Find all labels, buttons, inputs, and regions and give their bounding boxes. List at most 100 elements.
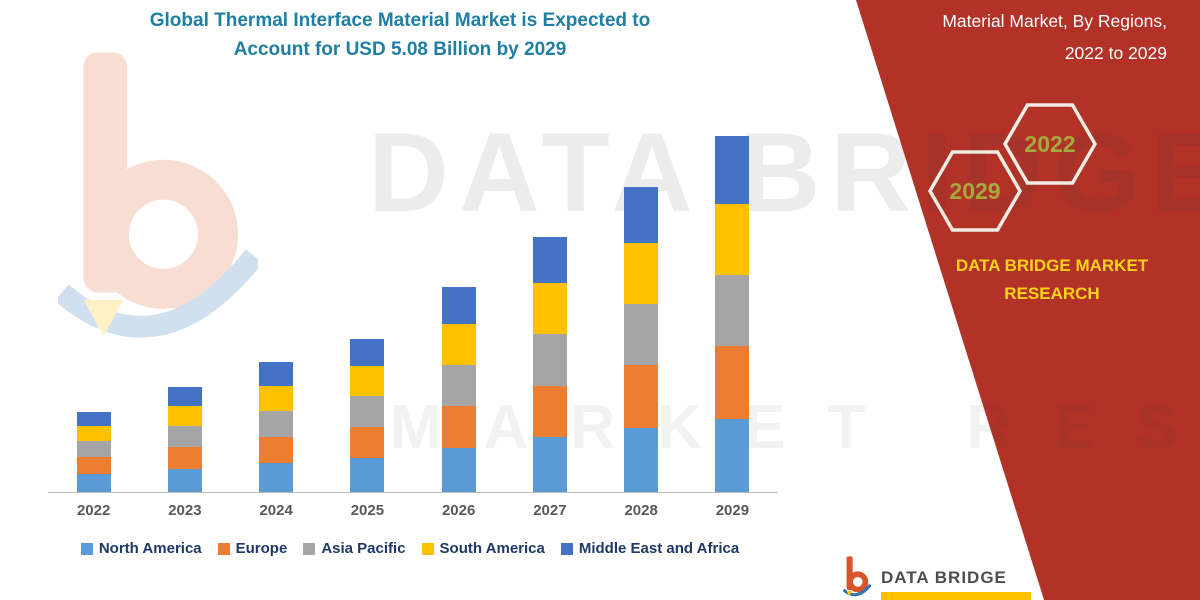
bar-segment-2029-asia-pacific bbox=[715, 275, 750, 347]
chart-title: Global Thermal Interface Material Market… bbox=[90, 6, 710, 65]
x-axis-label-2024: 2024 bbox=[259, 502, 293, 519]
bar-segment-2026-south-america bbox=[441, 324, 476, 365]
hexagon-2022-label: 2022 bbox=[1024, 131, 1075, 157]
bar-segment-2024-middle-east-and-africa bbox=[259, 361, 294, 386]
legend-label: North America bbox=[98, 540, 202, 557]
bar-segment-2029-middle-east-and-africa bbox=[715, 136, 750, 205]
bar-segment-2023-middle-east-and-africa bbox=[167, 387, 202, 406]
bar-segment-2026-europe bbox=[441, 405, 476, 448]
footer-logo: DATA BRIDGE bbox=[843, 556, 1007, 600]
bar-2024 bbox=[259, 361, 294, 492]
panel-heading-line1: Material Market, By Regions, bbox=[942, 11, 1167, 31]
data-bridge-logo-watermark bbox=[54, 42, 263, 377]
logo-b-icon bbox=[54, 52, 263, 338]
hexagon-2029 bbox=[927, 150, 1023, 232]
legend-item-asia-pacific: Asia Pacific bbox=[303, 540, 406, 557]
legend-swatch bbox=[303, 542, 316, 555]
bar-2022 bbox=[76, 411, 111, 492]
bar-segment-2028-europe bbox=[624, 365, 659, 428]
bar-segment-2028-south-america bbox=[624, 242, 659, 304]
bar-segment-2027-asia-pacific bbox=[532, 333, 567, 386]
bar-segment-2025-middle-east-and-africa bbox=[350, 338, 385, 367]
legend-swatch bbox=[217, 542, 230, 555]
bar-segment-2027-south-america bbox=[532, 283, 567, 334]
bar-2025 bbox=[350, 338, 385, 492]
footer-logo-b-icon bbox=[843, 556, 871, 597]
x-axis-label-2022: 2022 bbox=[76, 502, 111, 519]
bar-segment-2025-north-america bbox=[350, 458, 385, 492]
legend-swatch bbox=[560, 542, 573, 555]
x-axis-label-2025: 2025 bbox=[350, 502, 385, 519]
bar-segment-2027-middle-east-and-africa bbox=[532, 236, 567, 284]
legend-item-europe: Europe bbox=[217, 540, 288, 557]
hexagon-2029-label: 2029 bbox=[949, 178, 1000, 204]
bar-segment-2022-europe bbox=[76, 457, 111, 474]
legend-item-middle-east-and-africa: Middle East and Africa bbox=[560, 540, 740, 557]
footer-brand-text: DATA BRIDGE bbox=[881, 568, 1007, 587]
legend-label: South America bbox=[439, 540, 545, 557]
bar-segment-2025-europe bbox=[350, 426, 385, 459]
bars-row bbox=[48, 134, 778, 493]
bar-segment-2028-middle-east-and-africa bbox=[624, 186, 659, 243]
x-axis-label-2027: 2027 bbox=[533, 502, 567, 519]
legend-item-north-america: North America bbox=[80, 540, 202, 557]
bar-segment-2023-south-america bbox=[167, 405, 202, 427]
bar-segment-2023-asia-pacific bbox=[167, 426, 202, 448]
bar-2029 bbox=[715, 136, 750, 492]
legend: North America Europe Asia Pacific South Ame… bbox=[30, 540, 790, 557]
hexagons-graphic: 2029 2022 bbox=[927, 103, 1098, 232]
bar-segment-2028-north-america bbox=[624, 427, 659, 492]
footer-ribbon bbox=[881, 592, 1031, 600]
bar-cell-2029 bbox=[687, 136, 778, 492]
bar-cell-2027 bbox=[504, 236, 595, 492]
bar-2028 bbox=[624, 186, 659, 492]
bar-segment-2024-north-america bbox=[259, 463, 294, 492]
bar-segment-2028-asia-pacific bbox=[624, 303, 659, 366]
bar-2023 bbox=[167, 387, 202, 492]
hexagon-2022 bbox=[1002, 103, 1098, 185]
watermark-data-bridge: DATA BRIDGE bbox=[368, 110, 1200, 235]
bar-cell-2023 bbox=[139, 387, 230, 492]
bar-segment-2023-europe bbox=[167, 447, 202, 469]
year-hexagons: 2029 2022 bbox=[915, 96, 1105, 251]
bar-segment-2023-north-america bbox=[167, 468, 202, 492]
bar-segment-2024-south-america bbox=[259, 385, 294, 411]
bar-segment-2027-north-america bbox=[532, 437, 567, 492]
bar-segment-2026-asia-pacific bbox=[441, 364, 476, 406]
bar-segment-2024-europe bbox=[259, 436, 294, 464]
panel-heading-line2: 2022 to 2029 bbox=[1064, 42, 1167, 63]
legend-swatch bbox=[80, 542, 93, 555]
bar-segment-2025-south-america bbox=[350, 366, 385, 397]
legend-item-south-america: South America bbox=[421, 540, 545, 557]
watermark-market-research: MARKET RESEARCH bbox=[390, 393, 1200, 462]
bar-segment-2022-middle-east-and-africa bbox=[76, 411, 111, 426]
brand-text-line2: RESEARCH bbox=[1004, 284, 1100, 304]
x-axis-label-2029: 2029 bbox=[715, 502, 750, 519]
bar-cell-2024 bbox=[231, 361, 322, 492]
bar-cell-2028 bbox=[596, 186, 687, 492]
legend-label: Asia Pacific bbox=[321, 540, 406, 557]
bar-segment-2027-europe bbox=[532, 385, 567, 438]
bar-segment-2022-south-america bbox=[76, 425, 111, 441]
labels-row: 2022 2023 2024 2025 2026 2027 2028 2029 bbox=[48, 493, 778, 519]
legend-label: Europe bbox=[235, 540, 288, 557]
x-axis-label-2028: 2028 bbox=[624, 502, 658, 519]
legend-swatch bbox=[421, 542, 434, 555]
chart-title-line2: Account for USD 5.08 Billion by 2029 bbox=[233, 39, 567, 61]
bar-segment-2026-north-america bbox=[441, 447, 476, 492]
bar-segment-2024-asia-pacific bbox=[259, 410, 294, 437]
x-axis-label-2023: 2023 bbox=[168, 502, 202, 519]
bar-segment-2026-middle-east-and-africa bbox=[441, 286, 476, 325]
bar-segment-2029-europe bbox=[715, 346, 750, 419]
panel-heading: Material Market, By Regions, 2022 to 202… bbox=[942, 6, 1167, 69]
chart-title-line1: Global Thermal Interface Material Market… bbox=[149, 10, 651, 31]
x-axis-label-2026: 2026 bbox=[441, 502, 476, 519]
bar-cell-2022 bbox=[48, 411, 139, 492]
bar-segment-2022-asia-pacific bbox=[76, 440, 111, 458]
stacked-bar-chart: 2022 2023 2024 2025 2026 2027 2028 2029 bbox=[48, 134, 778, 519]
legend-label: Middle East and Africa bbox=[578, 540, 740, 557]
brand-text-line1: DATA BRIDGE MARKET bbox=[955, 256, 1149, 275]
brand-text: DATA BRIDGE MARKET RESEARCH bbox=[938, 252, 1166, 308]
bar-cell-2026 bbox=[413, 286, 504, 492]
